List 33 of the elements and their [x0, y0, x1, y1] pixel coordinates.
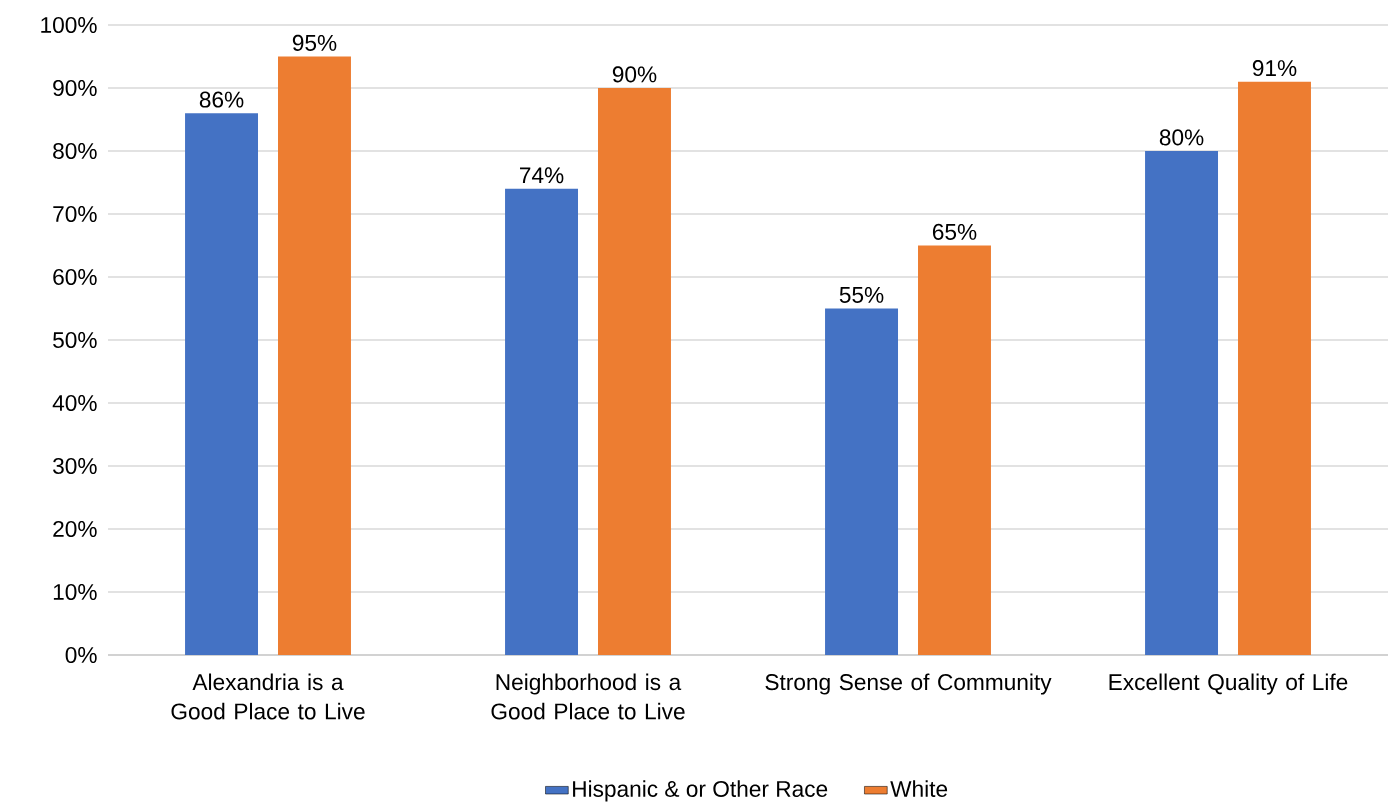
- y-tick-label: 50%: [53, 331, 97, 349]
- bar: [1145, 151, 1219, 655]
- data-label: 90%: [612, 66, 657, 83]
- y-tick-label: 0%: [65, 646, 97, 664]
- y-tick-label: 90%: [53, 79, 97, 97]
- bar: [825, 308, 899, 655]
- data-label: 86%: [199, 91, 244, 108]
- x-tick-label: Neighborhood is a Good Place to Live: [491, 673, 685, 720]
- y-tick-label: 100%: [41, 16, 97, 34]
- x-tick-label: Alexandria is a Good Place to Live: [171, 673, 365, 720]
- data-label: 65%: [932, 223, 977, 240]
- data-label: 55%: [839, 286, 884, 303]
- bar: [185, 113, 258, 655]
- x-tick-label: Strong Sense of Community: [765, 673, 1052, 695]
- y-tick-label: 70%: [53, 205, 97, 223]
- data-label: 74%: [520, 167, 564, 184]
- bar: [1238, 81, 1311, 655]
- y-tick-label: 30%: [53, 457, 97, 475]
- y-tick-label: 60%: [53, 268, 97, 286]
- y-tick-label: 80%: [53, 142, 97, 160]
- data-label: 95%: [292, 34, 337, 51]
- data-label: 80%: [1159, 129, 1204, 146]
- data-label: 91%: [1252, 60, 1297, 77]
- bar: [505, 188, 579, 655]
- y-tick-label: 40%: [52, 394, 97, 412]
- legend-label: White: [890, 780, 948, 797]
- x-tick-label: Excellent Quality of Life: [1109, 673, 1348, 695]
- y-tick-label: 20%: [53, 520, 97, 538]
- bar: [918, 245, 991, 655]
- bar: [598, 88, 671, 655]
- y-tick-label: 10%: [53, 583, 97, 601]
- legend-label: Hispanic & or Other Race: [573, 780, 828, 802]
- bar: [278, 56, 351, 655]
